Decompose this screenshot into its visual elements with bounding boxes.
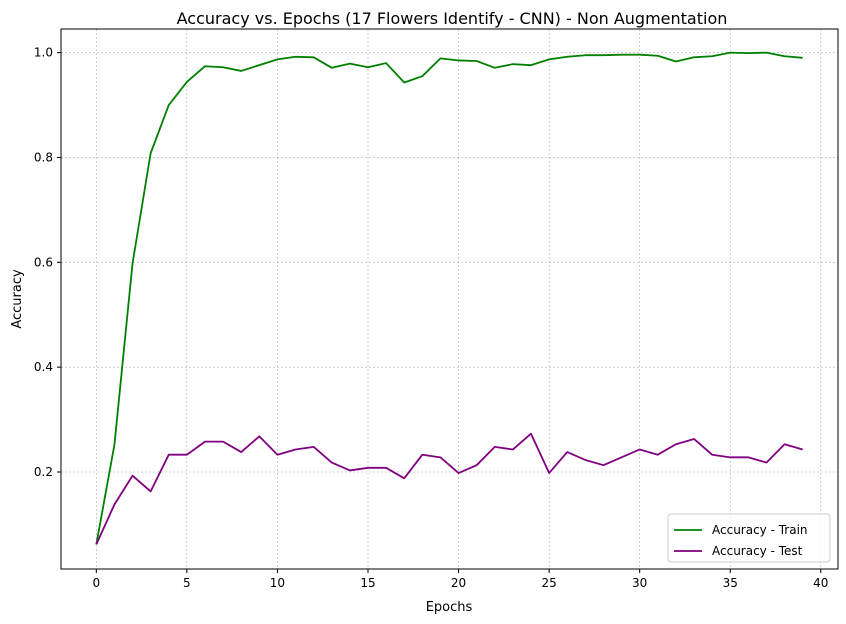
x-tick-label: 25 [541, 576, 556, 590]
x-tick-label: 35 [723, 576, 738, 590]
y-axis-ticks: 0.2 0.4 0.6 0.8 1.0 [34, 46, 61, 479]
y-tick-label: 1.0 [34, 46, 53, 60]
x-tick-label: 40 [813, 576, 828, 590]
x-tick-label: 30 [632, 576, 647, 590]
series-line-train [95, 51, 803, 545]
x-tick-label: 15 [360, 576, 375, 590]
y-tick-label: 0.6 [34, 255, 53, 269]
x-axis-ticks: 0 5 10 15 20 25 30 35 40 [92, 569, 828, 590]
y-tick-label: 0.2 [34, 465, 53, 479]
chart-title: Accuracy vs. Epochs (17 Flowers Identify… [177, 9, 728, 28]
series-layer [95, 51, 803, 545]
legend: Accuracy - Train Accuracy - Test [667, 513, 831, 563]
y-tick-label: 0.8 [34, 150, 53, 164]
x-tick-label: 20 [451, 576, 466, 590]
plot-frame [60, 28, 839, 570]
legend-box [667, 513, 831, 563]
x-tick-label: 10 [270, 576, 285, 590]
legend-label: Accuracy - Train [712, 523, 808, 537]
series-line-test [95, 432, 803, 545]
x-tick-label: 0 [92, 576, 100, 590]
grid [61, 29, 838, 569]
plot-area [61, 29, 838, 569]
legend-label: Accuracy - Test [712, 544, 803, 558]
y-axis-label: Accuracy [10, 269, 25, 329]
x-axis-label: Epochs [426, 600, 473, 615]
x-tick-label: 5 [183, 576, 191, 590]
y-tick-label: 0.4 [34, 360, 53, 374]
